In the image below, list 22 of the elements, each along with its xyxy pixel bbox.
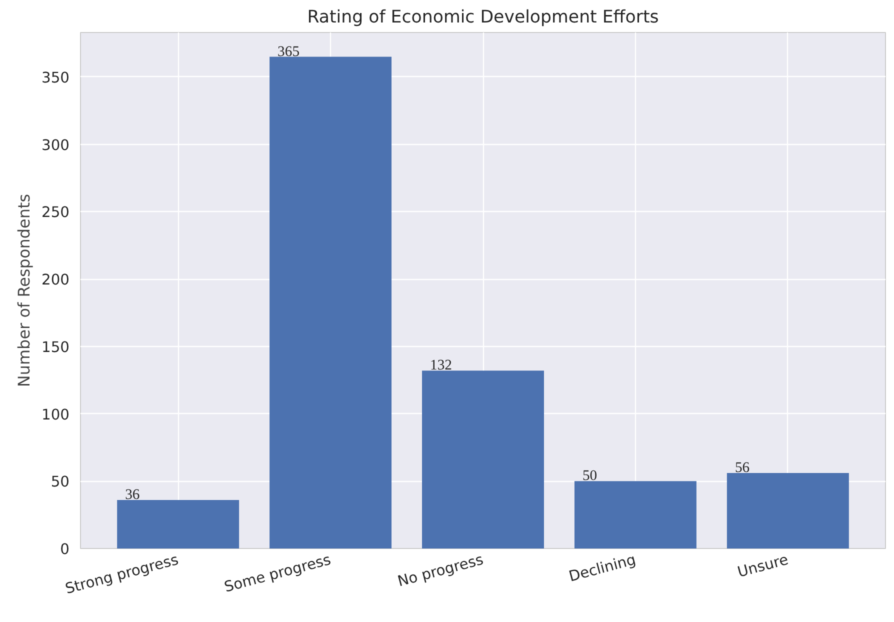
y-tick-label: 0 bbox=[60, 541, 70, 558]
data-label: 365 bbox=[278, 44, 300, 60]
y-tick-label: 150 bbox=[42, 338, 70, 356]
bar bbox=[270, 56, 392, 548]
y-tick-label: 200 bbox=[42, 272, 70, 289]
chart-title: Rating of Economic Development Efforts bbox=[307, 8, 659, 28]
x-tick-label: Unsure bbox=[736, 551, 790, 581]
y-tick-label: 250 bbox=[42, 204, 70, 222]
y-tick-label: 300 bbox=[42, 136, 70, 154]
y-axis-title: Number of Respondents bbox=[14, 194, 34, 388]
bar bbox=[117, 500, 240, 548]
data-label: 36 bbox=[125, 487, 140, 503]
data-label: 50 bbox=[582, 468, 598, 484]
bar bbox=[726, 473, 849, 548]
bar bbox=[422, 370, 544, 548]
bar bbox=[574, 481, 696, 548]
y-tick-label: 50 bbox=[50, 474, 70, 491]
x-tick-label: Declining bbox=[567, 551, 638, 586]
data-label: 56 bbox=[734, 460, 750, 476]
data-label: 132 bbox=[430, 358, 452, 374]
y-tick-label: 350 bbox=[42, 69, 70, 86]
y-tick-label: 100 bbox=[42, 406, 70, 424]
